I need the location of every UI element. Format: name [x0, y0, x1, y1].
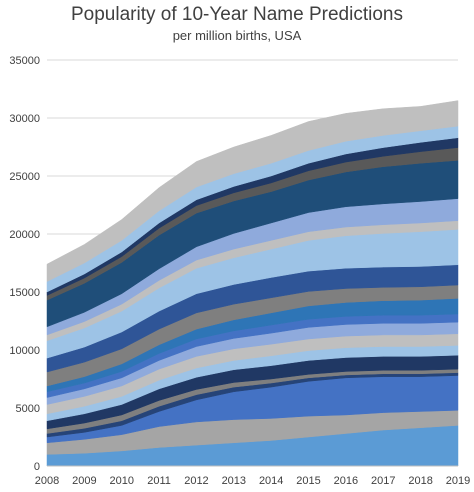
y-tick-label: 30000 [9, 113, 40, 125]
y-tick-label: 20000 [9, 229, 40, 241]
x-tick-label: 2010 [109, 475, 133, 487]
x-tick-label: 2012 [184, 475, 208, 487]
x-tick-label: 2019 [446, 475, 470, 487]
x-tick-label: 2015 [296, 475, 320, 487]
x-tick-label: 2014 [259, 475, 283, 487]
x-tick-label: 2011 [147, 475, 171, 487]
chart-title: Popularity of 10-Year Name Predictions [71, 4, 403, 25]
axes: 0 5000 10000 15000 20000 25000 30000 35000 2008 2… [9, 55, 470, 487]
x-tick-label: 2018 [408, 475, 432, 487]
x-tick-label: 2013 [222, 475, 246, 487]
y-tick-label: 10000 [9, 345, 40, 357]
area-series-21 [46, 100, 459, 282]
y-tick-label: 5000 [16, 403, 40, 415]
y-tick-label: 0 [34, 461, 40, 473]
y-tick-label: 35000 [9, 55, 40, 67]
x-tick-label: 2009 [72, 475, 96, 487]
y-tick-label: 25000 [9, 171, 40, 183]
chart-subtitle: per million births, USA [172, 28, 302, 43]
area-series [46, 100, 459, 467]
x-tick-label: 2016 [334, 475, 358, 487]
x-tick-label: 2017 [371, 475, 395, 487]
x-tick-label: 2008 [35, 475, 59, 487]
y-tick-label: 15000 [9, 287, 40, 299]
